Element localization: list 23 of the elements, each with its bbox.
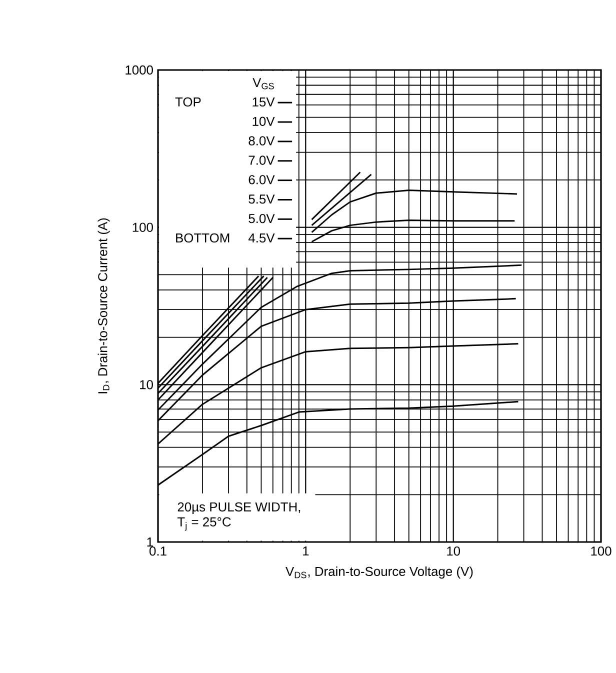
y-tick-label: 10 xyxy=(140,380,153,390)
x-tick-label: 10 xyxy=(447,546,460,556)
y-axis-title: I$_{D}$, Drain-to-Source Current (A) xyxy=(98,218,110,394)
legend-label: 10V xyxy=(252,116,275,126)
y-tick-label: 100 xyxy=(132,222,153,232)
legend-label: 6.0V xyxy=(248,175,275,184)
y-tick-label: 1 xyxy=(147,538,153,546)
x-tick-label: 100 xyxy=(591,546,612,556)
legend-label: 7.0V xyxy=(248,156,275,165)
legend-label: 15V xyxy=(252,98,275,107)
x-tick-label: 1 xyxy=(303,546,309,556)
annotation: BOTTOM xyxy=(176,233,230,243)
legend-label: 4.5V xyxy=(248,234,275,243)
annotation: TOP xyxy=(175,97,201,107)
x-tick-label: 0.1 xyxy=(149,546,166,556)
legend-label: 5.0V xyxy=(248,214,275,224)
annotation: 20µs PULSE WIDTH, xyxy=(178,502,300,514)
annotation: T$_{j}$ = 25°C xyxy=(178,517,231,531)
x-axis-title: V$_{DS}$, Drain-to-Source Voltage (V) xyxy=(286,566,473,579)
y-tick-label: 1000 xyxy=(126,65,153,75)
legend-label: 8.0V xyxy=(248,136,275,146)
legend-label: 5.5V xyxy=(248,194,275,204)
legend-title: V$_{GS}$ xyxy=(252,78,274,90)
